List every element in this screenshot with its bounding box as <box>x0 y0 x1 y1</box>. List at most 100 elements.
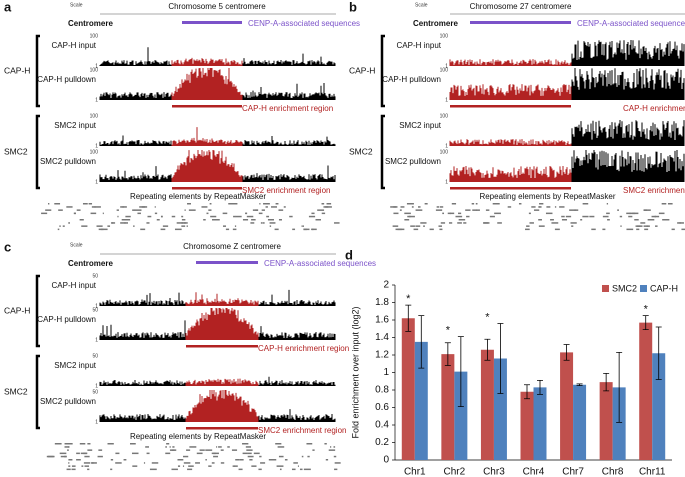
repeat-mark <box>306 443 313 445</box>
repeat-mark <box>205 459 207 461</box>
repeat-mark <box>211 462 215 464</box>
repeat-mark <box>559 206 565 208</box>
repeat-mark <box>161 215 163 218</box>
repeat-mark <box>591 228 596 231</box>
repeat-mark <box>220 449 224 451</box>
repeat-mark <box>66 468 71 471</box>
repeat-mark <box>334 468 338 471</box>
repeat-mark <box>263 203 270 205</box>
bar <box>639 322 653 460</box>
repeat-mark <box>181 222 188 224</box>
repeat-mark <box>120 222 126 224</box>
repeat-mark <box>84 465 90 467</box>
repeat-mark <box>58 209 63 211</box>
repeat-mark <box>186 225 188 227</box>
repeat-mark <box>141 206 148 208</box>
repeat-mark <box>160 228 166 231</box>
repeat-mark <box>177 459 184 461</box>
repeat-mark <box>238 468 243 471</box>
repeat-mark <box>528 212 531 215</box>
repeat-mark <box>413 228 419 231</box>
repeat-mark <box>205 449 213 451</box>
repeat-mark <box>102 212 104 215</box>
repeat-mark <box>242 219 249 221</box>
repeat-mark <box>325 459 329 461</box>
repeat-mark <box>476 209 480 211</box>
repeat-mark <box>617 209 619 211</box>
significance: * <box>446 325 451 337</box>
repeat-mark <box>84 455 90 458</box>
error-bar <box>457 336 464 408</box>
track-label: SMC2 input <box>54 121 97 130</box>
track-max: 50 <box>92 389 98 395</box>
repeat-mark <box>442 212 445 215</box>
repeat-mark <box>181 219 186 221</box>
repeat-mark <box>247 452 252 455</box>
repeat-mark <box>123 459 127 461</box>
repeat-mark <box>260 462 266 464</box>
track-title: Chromosome 27 centromere <box>470 2 572 11</box>
bar <box>441 354 455 460</box>
repeat-mark <box>301 225 303 227</box>
repeat-mark <box>423 225 425 227</box>
repeat-mark <box>440 209 443 211</box>
repeat-mark <box>404 212 411 215</box>
repeat-mark <box>208 209 212 211</box>
repeat-mark <box>71 465 76 467</box>
repeat-mark <box>284 459 288 461</box>
repeat-mark <box>644 228 649 231</box>
repeat-mark <box>233 215 236 218</box>
repeat-mark <box>637 225 643 227</box>
repeat-mark <box>420 222 427 224</box>
centromere-note: CENP-A-associated sequences <box>577 19 685 28</box>
group-label: CAP-H <box>4 305 30 315</box>
group-bracket <box>35 274 40 348</box>
repeat-mark <box>667 203 673 205</box>
repeat-mark <box>81 225 88 227</box>
repeat-mark <box>91 206 96 208</box>
repeat-mark <box>297 465 299 467</box>
repeat-mark <box>632 212 639 215</box>
track-max: 100 <box>90 149 99 155</box>
repeat-mark <box>429 228 434 231</box>
panel-label: b <box>349 0 357 14</box>
repeat-mark <box>124 222 128 224</box>
repeats-label: Repeating elements by RepeatMasker <box>479 192 615 201</box>
repeat-mark <box>222 225 227 227</box>
repeat-mark <box>664 219 670 221</box>
y-axis-label: Fold enrichment over input (log2) <box>350 306 360 438</box>
bar <box>454 371 468 460</box>
x-tick-label: Chr1 <box>404 467 426 477</box>
repeat-mark <box>311 228 314 231</box>
repeat-mark <box>76 452 80 455</box>
repeat-mark <box>189 446 197 448</box>
error-bar <box>655 326 662 380</box>
repeats-label: Repeating elements by RepeatMasker <box>130 432 266 441</box>
repeat-mark <box>492 203 499 205</box>
repeat-mark <box>561 215 565 218</box>
repeat-mark <box>608 219 610 221</box>
repeat-mark <box>231 449 238 451</box>
repeat-mark <box>212 219 220 221</box>
repeat-mark <box>580 219 583 221</box>
y-tick-label: 1.6 <box>375 315 389 326</box>
group-label: SMC2 <box>4 386 28 396</box>
repeat-mark <box>258 468 262 471</box>
repeat-mark <box>643 225 649 227</box>
repeat-mark <box>211 452 216 455</box>
repeat-mark <box>448 222 453 224</box>
y-tick-label: 0 <box>383 455 389 466</box>
repeat-mark <box>483 222 490 224</box>
repeat-mark <box>418 206 421 208</box>
enrichment-label: CAP-H enrichment region <box>623 104 685 113</box>
repeat-mark <box>406 203 414 205</box>
repeat-mark <box>328 449 336 451</box>
repeat-mark <box>626 212 631 215</box>
y-tick-label: 1.2 <box>375 350 389 361</box>
significance: * <box>485 311 490 323</box>
enrichment-label: CAP-H enrichment region <box>258 344 349 353</box>
repeat-mark <box>251 465 257 467</box>
repeat-mark <box>457 222 462 224</box>
repeat-mark <box>94 206 101 208</box>
